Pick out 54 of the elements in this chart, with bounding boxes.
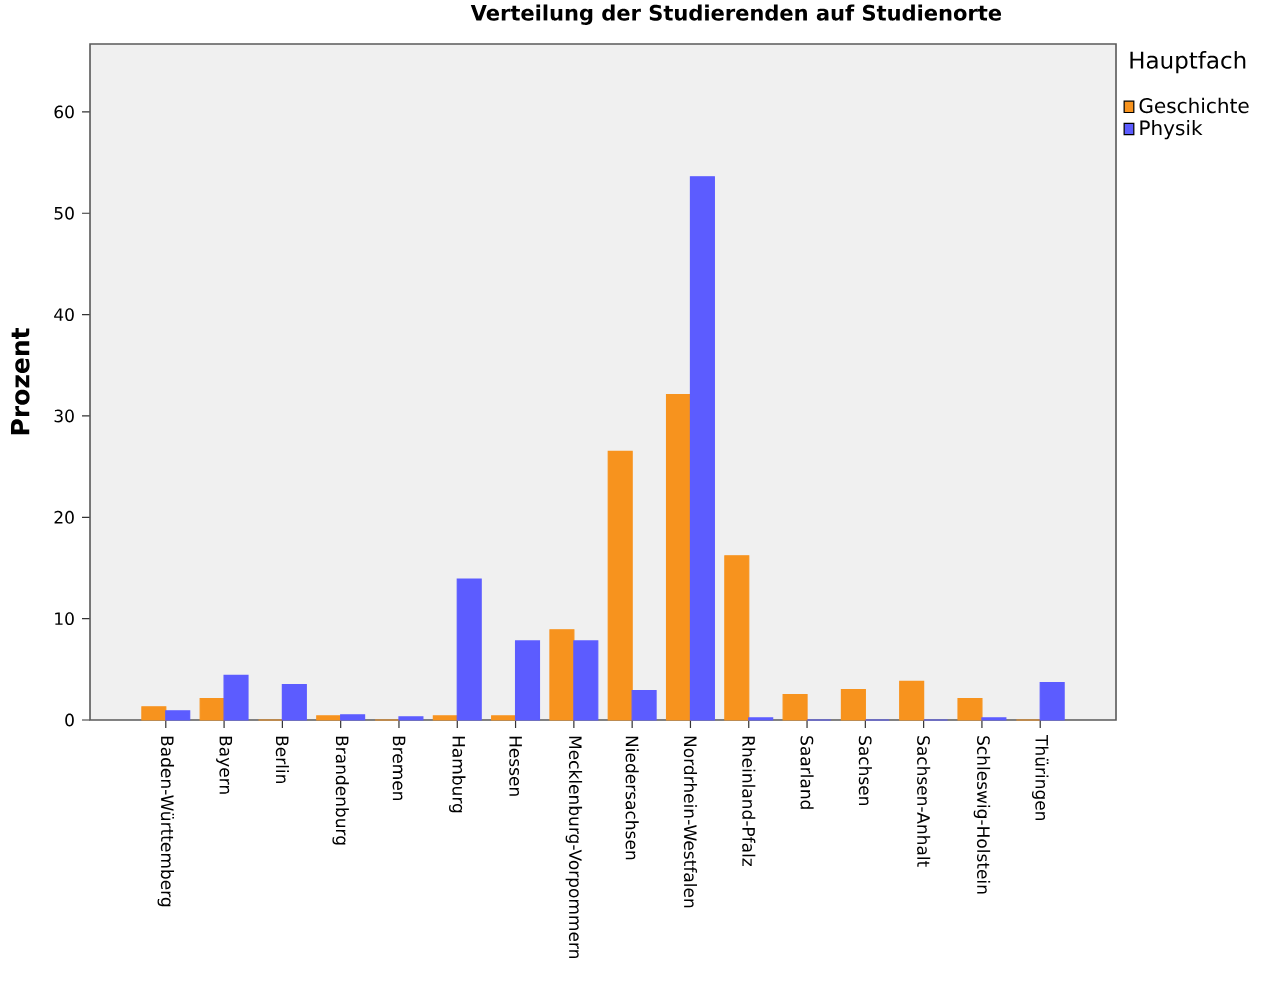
y-tick-label: 50 [54, 206, 74, 220]
y-tick-label: 20 [54, 510, 74, 524]
bar [340, 714, 366, 721]
legend-label: Geschichte [1139, 97, 1249, 114]
x-tick-label: Rheinland-Pfalz [742, 736, 756, 867]
bar [223, 674, 249, 721]
x-tick-label: Nordrhein-Westfalen [683, 736, 698, 908]
legend-label: Physik [1140, 119, 1203, 140]
bar [165, 710, 191, 721]
x-tick-label: Hessen [509, 736, 522, 796]
x-tick-label: Schleswig-Holstein [973, 736, 991, 894]
x-tick-label: Bremen [392, 736, 406, 801]
bar [199, 698, 225, 721]
legend-title: Hauptfach [1130, 51, 1246, 74]
bar [432, 715, 458, 721]
bar [748, 717, 774, 721]
x-tick-label: Mecklenburg-Vorpommern [565, 736, 583, 958]
bar [514, 640, 541, 721]
bar [689, 176, 715, 721]
bar [141, 706, 167, 721]
y-tick-label: 40 [54, 308, 74, 322]
y-tick-label: 10 [55, 612, 74, 626]
x-tick-label: Bayern [216, 736, 233, 794]
bar [398, 716, 424, 721]
bar [631, 689, 657, 721]
x-tick-label: Berlin [275, 736, 289, 783]
chart-title: Verteilung der Studierenden auf Studienorte [470, 4, 1002, 25]
bar [281, 683, 307, 721]
bar [665, 394, 692, 721]
bar [573, 640, 599, 721]
x-tick-label: Hamburg [449, 736, 466, 813]
y-axis-title: Prozent [11, 328, 30, 435]
x-tick-label: Sachsen-Anhalt [917, 736, 931, 867]
bar [549, 629, 575, 721]
bar [782, 694, 808, 721]
bar [456, 578, 482, 721]
bar [607, 450, 633, 721]
bar [899, 680, 925, 721]
x-tick-label: Sachsen [858, 736, 872, 806]
y-tick-label: 30 [54, 409, 74, 423]
x-tick-label: Niedersachsen [625, 736, 639, 860]
x-tick-label: Brandenburg [332, 736, 349, 845]
bar [981, 717, 1007, 721]
bar [1039, 681, 1065, 721]
bar [840, 688, 866, 721]
bar [957, 698, 983, 721]
bar [491, 715, 517, 721]
y-tick-label: 60 [54, 105, 74, 119]
bar [316, 715, 342, 721]
x-tick-label: Baden-Württemberg [157, 736, 175, 907]
x-tick-label: Thüringen [1031, 734, 1049, 821]
x-tick-label: Saarland [800, 736, 814, 809]
y-tick-label: 0 [65, 713, 74, 727]
bar [724, 555, 750, 721]
